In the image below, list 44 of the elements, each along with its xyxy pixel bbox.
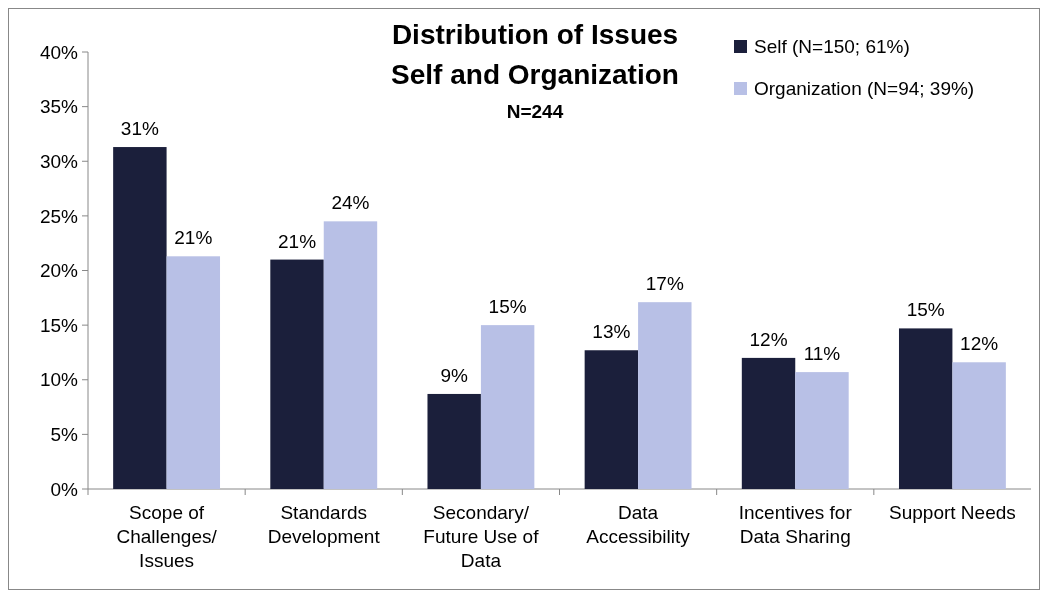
data-label: 31%	[120, 118, 159, 140]
data-label: 13%	[592, 321, 631, 343]
bar	[166, 256, 221, 489]
chart-subtitle: Self and Organization	[391, 59, 679, 90]
y-tick-label: 15%	[39, 314, 79, 336]
y-tick-label: 0%	[50, 478, 79, 500]
data-label: 9%	[440, 364, 469, 386]
bar	[323, 221, 378, 489]
x-tick-label: Incentives for Data Sharing	[738, 502, 853, 547]
data-label: 21%	[278, 230, 317, 252]
bar	[795, 372, 849, 489]
data-label: 21%	[174, 227, 213, 249]
y-tick-label: 40%	[39, 41, 79, 63]
bar	[113, 147, 167, 489]
y-tick-label: 25%	[39, 205, 79, 227]
data-label: 24%	[331, 192, 370, 214]
bar	[480, 325, 535, 489]
data-label: 12%	[960, 333, 999, 355]
bar	[427, 393, 481, 489]
chart-title: Distribution of Issues	[391, 19, 679, 50]
bar	[270, 259, 324, 489]
y-tick-label: 10%	[39, 369, 79, 391]
y-tick-label: 30%	[39, 150, 79, 172]
data-label: 15%	[488, 296, 527, 318]
legend-label: Organization (N=94; 39%)	[754, 77, 975, 99]
x-tick-label: Support Needs	[889, 502, 1016, 523]
x-tick-label: Scope of Challenges/ Issues	[116, 502, 218, 571]
legend-label: Self (N=150; 61%)	[754, 35, 910, 57]
bar	[898, 328, 953, 489]
x-tick-label: Standards Development	[267, 502, 381, 547]
y-tick-label: 5%	[50, 424, 79, 446]
x-tick-label: Data Accessibility	[586, 502, 691, 547]
bar	[638, 302, 692, 489]
data-label: 15%	[906, 299, 945, 321]
data-label: 11%	[803, 343, 841, 365]
y-tick-label: 20%	[39, 260, 79, 282]
bar	[584, 350, 639, 489]
data-label: 12%	[749, 328, 788, 350]
bar	[741, 357, 796, 489]
data-label: 17%	[645, 273, 684, 295]
x-tick-label: Secondary/ Future Use of Data	[423, 502, 540, 571]
bar	[952, 362, 1006, 489]
annotation: N=244	[506, 101, 564, 122]
y-tick-label: 35%	[39, 96, 79, 118]
